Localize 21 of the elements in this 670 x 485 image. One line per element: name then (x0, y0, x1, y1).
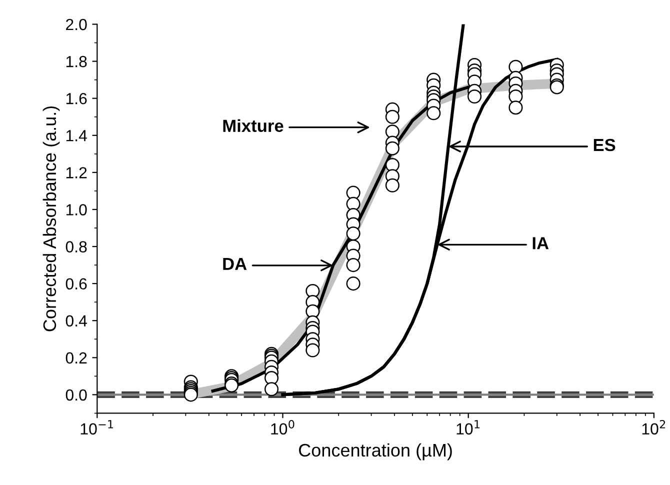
y-tick-label: 1.0 (66, 204, 87, 216)
annotation: IA (532, 237, 549, 250)
y-tick-label: 1.4 (66, 130, 87, 142)
x-tick-label: 10$^{1}$ (456, 420, 480, 435)
annotation: DA (223, 258, 247, 270)
y-tick-label: 2.0 (66, 18, 87, 30)
annotation: Mixture (223, 119, 284, 132)
y-tick-label: 1.6 (66, 92, 87, 104)
y-tick-label: 0.8 (66, 241, 87, 252)
x-tick-label: 10$^{2}$ (642, 420, 666, 435)
x-axis-title: Concentration (µM) (299, 443, 452, 460)
y-tick-label: 1.8 (66, 56, 87, 68)
y-tick-label: 0.0 (66, 389, 87, 401)
y-tick-label: 0.6 (66, 278, 87, 290)
y-tick-label: 0.4 (66, 315, 87, 327)
x-tick-label: 10$^{0}$ (271, 420, 294, 435)
y-tick-label: 0.2 (66, 352, 87, 364)
x-tick-label: 10$^{−1}$ (80, 420, 114, 435)
annotation: ES (594, 138, 616, 152)
y-axis-title: Corrected Absorbance (a.u.) (42, 106, 60, 332)
y-tick-label: 1.2 (66, 167, 87, 178)
